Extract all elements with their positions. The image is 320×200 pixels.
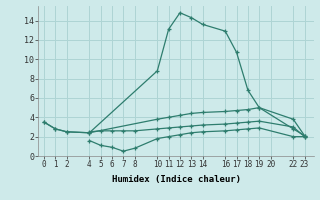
X-axis label: Humidex (Indice chaleur): Humidex (Indice chaleur) xyxy=(111,175,241,184)
